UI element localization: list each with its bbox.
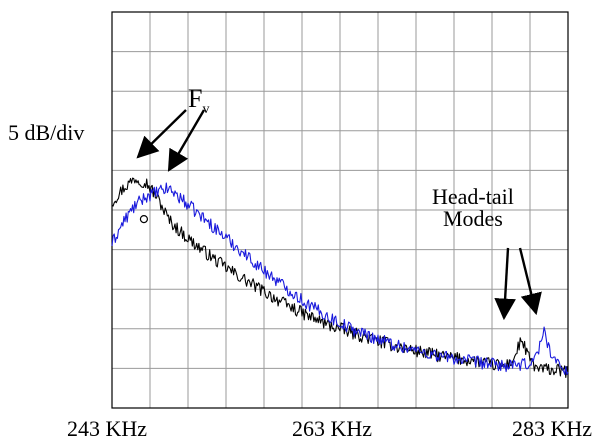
spectrum-trace-2: [111, 182, 569, 375]
plot-grid: [112, 12, 568, 408]
fv-annotation-letter: F: [188, 84, 203, 113]
head-tail-annotation: Head-tail Modes: [432, 186, 514, 230]
fv-arrow-black: [136, 109, 187, 159]
annotation-arrows: [136, 109, 542, 321]
head-tail-annotation-line: Modes: [442, 206, 503, 231]
x-tick-label: 243 KHz: [67, 416, 148, 441]
fv-annotation-subscript: v: [202, 102, 210, 118]
trace-marker: [139, 215, 149, 224]
x-tick-label: 263 KHz: [292, 416, 373, 441]
head-tail-arrow-black: [494, 247, 516, 321]
head-tail-arrow-blue: [518, 247, 542, 316]
fv-arrow-blue: [167, 109, 206, 172]
x-tick-label: 283 KHz: [512, 416, 593, 441]
fv-annotation: Fv: [188, 86, 209, 117]
y-scale-label: 5 dB/div: [8, 120, 85, 145]
plot-frame: [111, 11, 569, 409]
head-tail-annotation-line: Head-tail: [432, 184, 514, 209]
series-layer: [111, 177, 569, 378]
